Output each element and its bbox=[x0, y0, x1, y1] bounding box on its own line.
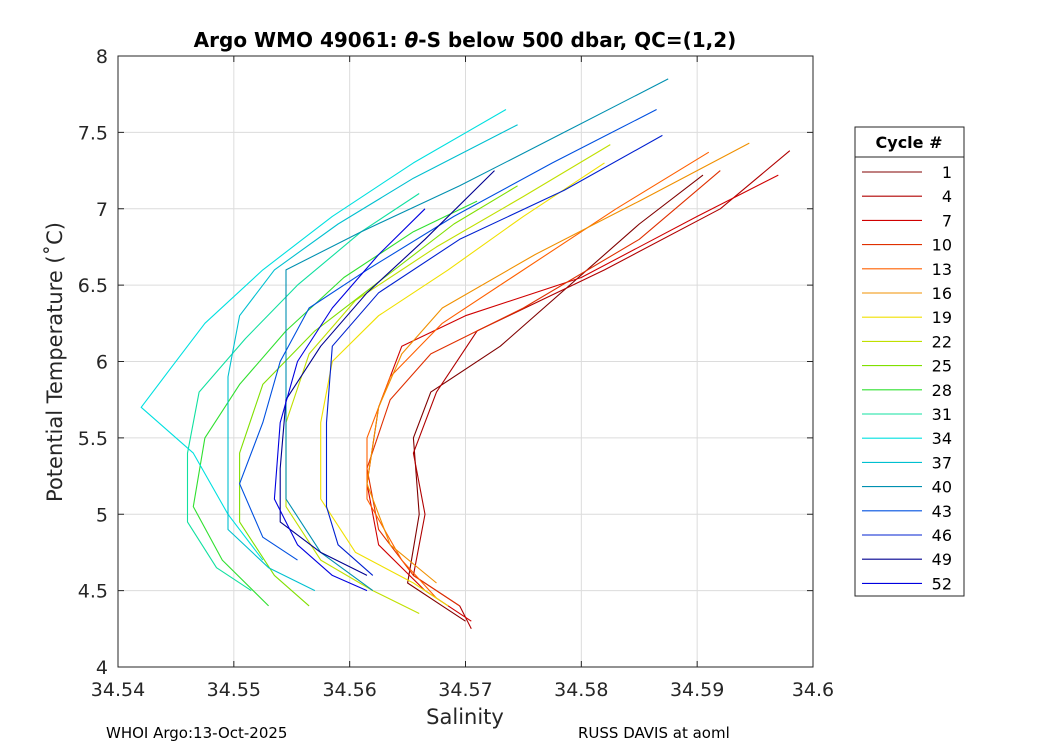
series-line-cycle-43 bbox=[239, 109, 657, 561]
legend-label: 19 bbox=[932, 308, 952, 327]
series-lines bbox=[140, 78, 791, 630]
series-line-cycle-31 bbox=[186, 193, 420, 592]
series-line-cycle-52 bbox=[273, 208, 426, 592]
y-tick-label: 4 bbox=[96, 657, 108, 679]
legend-label: 49 bbox=[932, 550, 952, 569]
x-tick-label: 34.58 bbox=[554, 679, 608, 701]
legend-label: 37 bbox=[932, 453, 952, 472]
legend-label: 22 bbox=[932, 332, 952, 351]
plot-area: 34.54 34.55 34.56 34.57 34.58 34.59 34.6 4 4.5 5 5… bbox=[78, 46, 834, 701]
legend-label: 28 bbox=[932, 381, 952, 400]
legend-label: 25 bbox=[932, 357, 952, 376]
chart-title-post: -S below 500 dbar, QC=(1,2) bbox=[418, 28, 736, 52]
x-tick-label: 34.57 bbox=[438, 679, 492, 701]
y-tick-label: 6.5 bbox=[78, 275, 108, 297]
legend-label: 16 bbox=[932, 284, 952, 303]
x-tick-label: 34.56 bbox=[322, 679, 376, 701]
footer-credit-right: RUSS DAVIS at aoml bbox=[578, 724, 730, 742]
legend-label: 34 bbox=[932, 429, 952, 448]
legend-label: 40 bbox=[932, 478, 952, 497]
y-tick-label: 6 bbox=[96, 352, 108, 374]
chart-title-theta: θ bbox=[405, 28, 419, 52]
y-tick-label: 7.5 bbox=[78, 122, 108, 144]
legend-label: 46 bbox=[932, 526, 952, 545]
footer-credit-left: WHOI Argo:13-Oct-2025 bbox=[106, 724, 288, 742]
y-tick-label: 5 bbox=[96, 504, 108, 526]
axis-ticks: 34.54 34.55 34.56 34.57 34.58 34.59 34.6 4 4.5 5 5… bbox=[78, 46, 834, 701]
series-line-cycle-37 bbox=[227, 124, 518, 592]
series-line-cycle-22 bbox=[285, 144, 611, 614]
series-line-cycle-46 bbox=[325, 134, 663, 576]
legend-label: 13 bbox=[932, 260, 952, 279]
legend-label: 52 bbox=[932, 574, 952, 593]
legend-label: 43 bbox=[932, 502, 952, 521]
series-line-cycle-19 bbox=[320, 162, 605, 607]
series-line-cycle-25 bbox=[239, 185, 518, 607]
series-line-cycle-16 bbox=[366, 142, 750, 584]
x-tick-label: 34.55 bbox=[207, 679, 261, 701]
y-tick-label: 4.5 bbox=[78, 581, 108, 603]
legend-title: Cycle # bbox=[876, 133, 943, 152]
legend-label: 31 bbox=[932, 405, 952, 424]
y-tick-label: 8 bbox=[96, 46, 108, 68]
series-line-cycle-13 bbox=[366, 151, 710, 599]
legend-label: 10 bbox=[932, 236, 952, 255]
legend-box bbox=[854, 126, 965, 597]
series-line-cycle-28 bbox=[192, 200, 478, 607]
y-axis-label: Potential Temperature (˚C) bbox=[43, 222, 67, 502]
series-line-cycle-40 bbox=[285, 78, 669, 592]
legend-label: 7 bbox=[942, 211, 952, 230]
series-line-cycle-49 bbox=[279, 170, 495, 576]
series-line-cycle-1 bbox=[407, 174, 704, 622]
x-axis-label: Salinity bbox=[426, 705, 504, 729]
legend-label: 4 bbox=[942, 187, 952, 206]
y-tick-label: 5.5 bbox=[78, 428, 108, 450]
series-line-cycle-34 bbox=[140, 109, 507, 561]
legend-entries: 1 4 7 10 13 16 19 22 25 28 31 34 37 40 43 46 49 52 bbox=[862, 163, 952, 593]
x-tick-label: 34.59 bbox=[670, 679, 724, 701]
x-tick-label: 34.6 bbox=[792, 679, 834, 701]
legend-label: 1 bbox=[942, 163, 952, 182]
legend: Cycle # 1 4 7 10 13 16 19 22 25 28 31 34 37 40 43 46 49 5… bbox=[854, 126, 965, 597]
chart-title-pre: Argo WMO 49061: bbox=[194, 28, 405, 52]
y-tick-label: 7 bbox=[96, 199, 108, 221]
x-tick-label: 34.54 bbox=[91, 679, 145, 701]
chart-title: Argo WMO 49061: θ-S below 500 dbar, QC=(… bbox=[194, 28, 737, 52]
